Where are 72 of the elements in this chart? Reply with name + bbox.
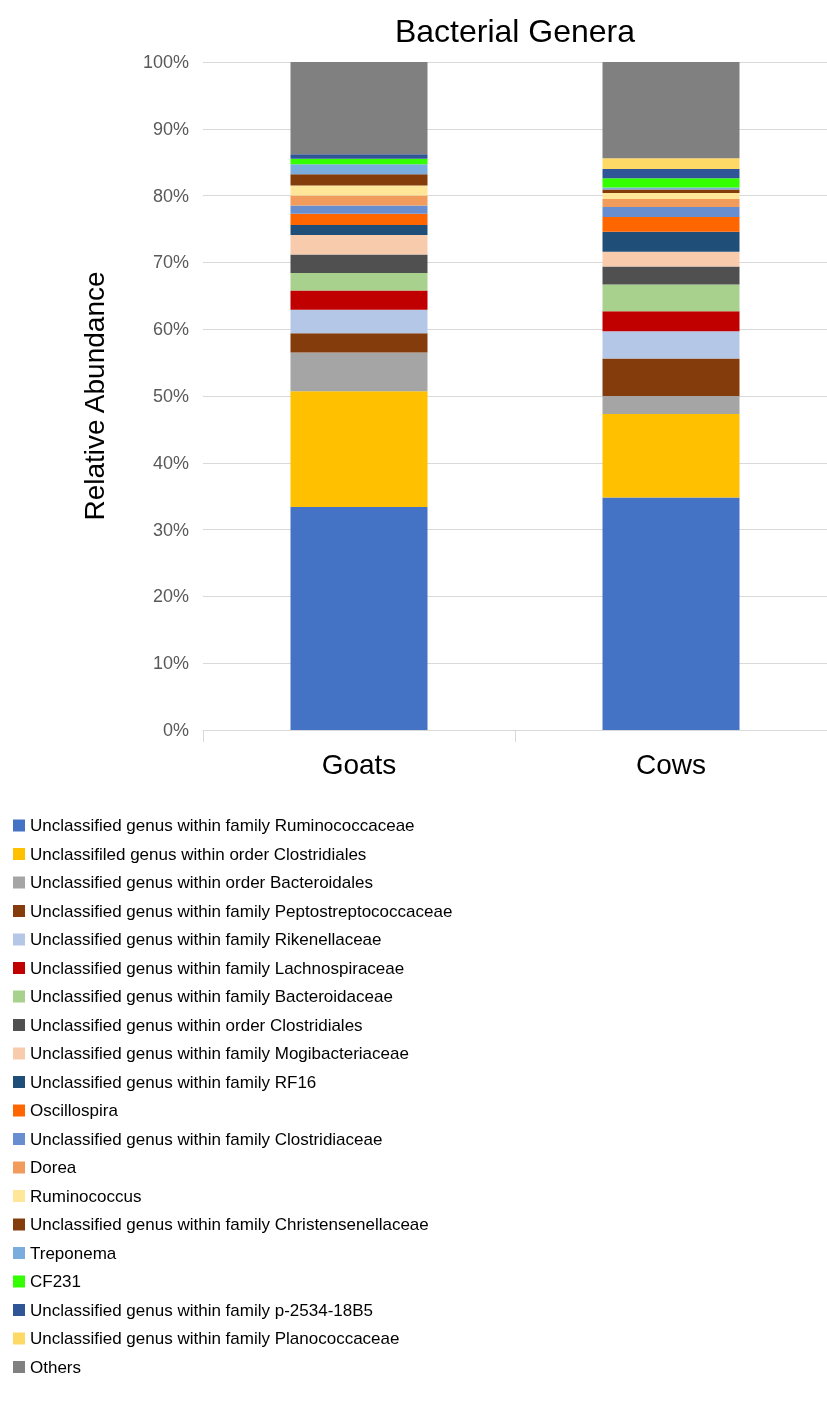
legend-label: Unclassified genus within family Bacteroidaceae — [30, 987, 393, 1006]
y-tick-label: 30% — [152, 519, 189, 540]
bar — [602, 178, 740, 188]
bar — [290, 164, 428, 175]
bar — [602, 206, 740, 217]
bar — [290, 309, 428, 334]
bar — [602, 251, 740, 267]
bar — [602, 358, 740, 396]
bar — [290, 352, 428, 392]
bar — [290, 213, 428, 225]
legend-label: Treponema — [30, 1243, 117, 1263]
legend-label: Unclassified genus within family Rikenellaceae — [30, 930, 382, 949]
y-tick-label: 80% — [152, 185, 189, 206]
bar — [602, 497, 740, 730]
y-tick-label: 70% — [152, 252, 189, 273]
bar — [290, 174, 428, 186]
legend-label: Unclassified genus within family p-2534-18B5 — [30, 1300, 374, 1320]
y-tick-label: 90% — [152, 118, 189, 139]
bar — [602, 266, 740, 285]
bar — [602, 216, 740, 232]
bar — [290, 158, 428, 165]
x-tick-label: Goats — [321, 748, 397, 780]
legend-label: Oscillospira — [30, 1101, 119, 1120]
bar — [290, 506, 428, 730]
bar — [290, 224, 428, 236]
bar — [602, 168, 740, 179]
y-tick-label: 0% — [162, 720, 189, 740]
legend-label: Ruminococcus — [30, 1186, 142, 1206]
y-tick-label: 10% — [152, 653, 189, 674]
y-tick-label: 100% — [142, 52, 189, 72]
y-tick-label: 20% — [152, 586, 189, 607]
bar — [290, 290, 428, 310]
bar — [290, 391, 428, 507]
chart-title: Bacterial Genera — [394, 13, 636, 49]
bar — [602, 62, 740, 159]
legend-label: Unclassified genus within family Mogibacteriaceae — [30, 1044, 409, 1063]
bar — [602, 331, 740, 359]
bar — [290, 333, 428, 353]
legend-label: Unclassified genus within family RF16 — [30, 1072, 317, 1092]
bar — [602, 158, 740, 169]
bar — [290, 205, 428, 214]
legend-label: Unclassified genus within family Lachnospiraceae — [30, 958, 405, 978]
legend-label: CF231 — [30, 1272, 82, 1291]
legend-label: Unclassified genus within order Clostridiales — [30, 1015, 363, 1035]
bar — [290, 254, 428, 274]
legend-label: Dorea — [30, 1158, 77, 1177]
bar — [290, 235, 428, 255]
bar — [290, 154, 428, 159]
y-tick-label: 40% — [152, 452, 189, 473]
bar — [290, 185, 428, 196]
legend-label: Others — [30, 1357, 82, 1377]
bar — [602, 192, 740, 199]
legend-label: Unclassified genus within family Planococcaceae — [30, 1329, 400, 1348]
bar — [290, 195, 428, 206]
legend-label: Unclassified genus within family Peptostreptococcaceae — [30, 901, 453, 921]
y-tick-label: 60% — [152, 319, 189, 340]
bar — [602, 198, 740, 207]
legend-label: Unclassified genus within family Ruminococcaceae — [30, 816, 415, 835]
bar — [602, 414, 740, 498]
bar — [290, 62, 428, 155]
bar — [602, 311, 740, 332]
legend-label: Unclassified genus within order Bacteroidales — [30, 873, 374, 892]
x-tick-label: Cows — [635, 748, 707, 780]
y-axis-title: Relative Abundance — [78, 271, 110, 521]
legend-label: Unclassified genus within family Clostridiaceae — [30, 1129, 383, 1149]
bar — [602, 284, 740, 312]
legend-label: Unclassifiled genus within order Clostridiales — [30, 844, 367, 864]
bar — [290, 273, 428, 291]
bar — [602, 231, 740, 252]
y-tick-label: 50% — [152, 386, 189, 406]
legend-label: Unclassified genus within family Christensenellaceae — [30, 1215, 429, 1234]
bar — [602, 396, 740, 415]
